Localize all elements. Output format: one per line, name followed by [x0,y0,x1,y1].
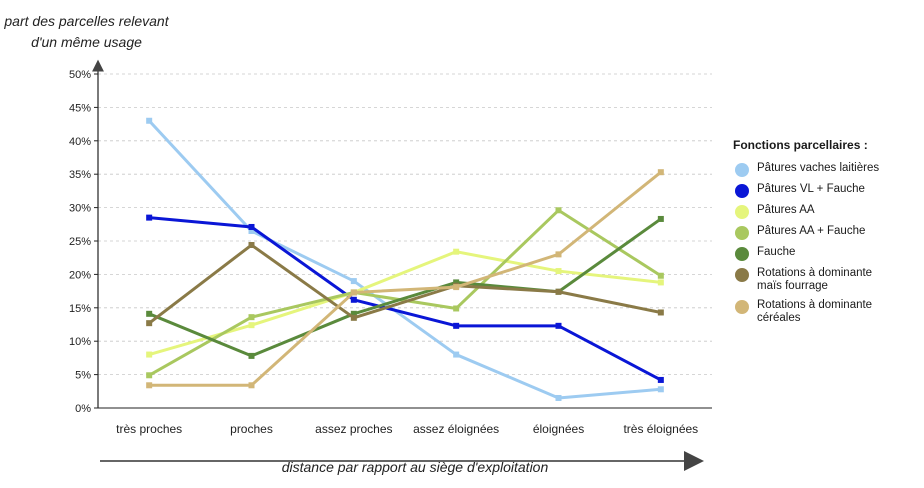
data-point [248,352,255,359]
data-point [248,227,255,234]
series-2 [146,214,664,383]
data-point [657,215,664,222]
series-1 [146,117,664,401]
series-line [149,171,662,387]
series-line [148,243,662,325]
x-tick-label: éloignées [533,422,584,436]
data-point [657,386,664,393]
legend-label: Rotations à dominante céréales [757,299,873,324]
y-tick-label: 35% [69,169,91,181]
series-5 [146,215,664,359]
data-point [350,310,357,317]
data-point [350,289,357,296]
data-point [146,117,153,124]
y-axis-title-line-1: part des parcelles relevant [4,13,169,29]
legend: Fonctions parcellaires : Pâtures vaches … [733,138,923,331]
y-tick-labels: 0% 5% 10% 15% 20% 25% 30% 35% 40% 45% 50% [69,69,91,415]
data-point [248,242,255,249]
x-tick-labels: très proches proches assez proches assez él… [116,422,698,436]
data-point [657,272,664,279]
x-tick-label: assez proches [315,422,392,436]
legend-swatch [735,226,749,240]
data-point [146,214,153,221]
y-tick-label: 25% [69,236,91,248]
data-point [248,382,255,389]
series-line [148,217,662,358]
data-point [657,376,664,383]
data-point [350,278,357,285]
data-point [453,284,460,291]
data-point [350,296,357,303]
legend-item: Pâtures VL + Fauche [733,183,923,198]
legend-label: Pâtures AA + Fauche [757,225,866,237]
x-tick-label: très proches [116,422,182,436]
series-line [148,119,661,400]
data-point [146,351,153,358]
x-tick-label: assez éloignées [413,422,499,436]
legend-item: Pâtures AA [733,204,923,219]
data-point [248,223,255,230]
y-tick-label: 45% [69,102,91,114]
x-tick-label: très éloignées [623,422,698,436]
y-tick-label: 15% [69,303,91,315]
data-point [555,394,562,401]
y-tick-label: 0% [75,403,91,415]
data-point [350,314,357,321]
data-point [555,268,562,275]
data-point [248,322,255,329]
y-tick-label: 50% [69,69,91,81]
y-tick-label: 20% [69,269,91,281]
data-point [555,322,562,329]
series-line [149,216,662,382]
legend-item: Rotations à dominante maïs fourrage [733,267,923,293]
data-point [453,279,460,286]
data-point [555,207,562,214]
legend-swatch [735,300,749,314]
legend-label: Pâtures VL + Fauche [757,183,865,195]
x-tick-label: proches [230,422,273,436]
legend-items: Pâtures vaches laitières Pâtures VL + Fau… [733,162,923,325]
legend-item: Rotations à dominante céréales [733,299,923,325]
y-axis-title-line-2: d'un même usage [31,34,142,50]
legend-title: Fonctions parcellaires : [733,138,868,152]
y-tick-label: 5% [75,370,91,382]
x-axis-title: distance par rapport au siège d'exploita… [281,459,549,475]
legend-label: Rotations à dominante maïs fourrage [757,267,873,292]
data-point [555,288,562,295]
legend-swatch [735,184,749,198]
data-point [657,169,664,176]
legend-item: Fauche [733,246,923,261]
legend-item: Pâtures vaches laitières [733,162,923,177]
legend-label: Pâtures vaches laitières [757,162,880,174]
data-point [146,372,153,379]
legend-swatch [735,163,749,177]
data-point [453,248,460,255]
legend-item: Pâtures AA + Fauche [733,225,923,240]
series-7 [146,169,664,389]
data-point [453,322,460,329]
legend-label: Pâtures AA [757,204,815,216]
series-line [148,250,661,357]
y-tick-label: 10% [69,336,91,348]
data-point [146,320,153,327]
data-point [146,382,153,389]
legend-label: Fauche [757,246,796,258]
data-point [555,251,562,258]
data-point [657,309,664,316]
y-tick-label: 40% [69,136,91,148]
data-point [657,279,664,286]
data-point [146,310,153,317]
data-point [453,305,460,312]
legend-swatch [735,205,749,219]
legend-swatch [735,247,749,261]
series-lines [146,117,664,401]
data-point [248,314,255,321]
legend-swatch [735,268,749,282]
y-tick-label: 30% [69,203,91,215]
data-point [453,351,460,358]
